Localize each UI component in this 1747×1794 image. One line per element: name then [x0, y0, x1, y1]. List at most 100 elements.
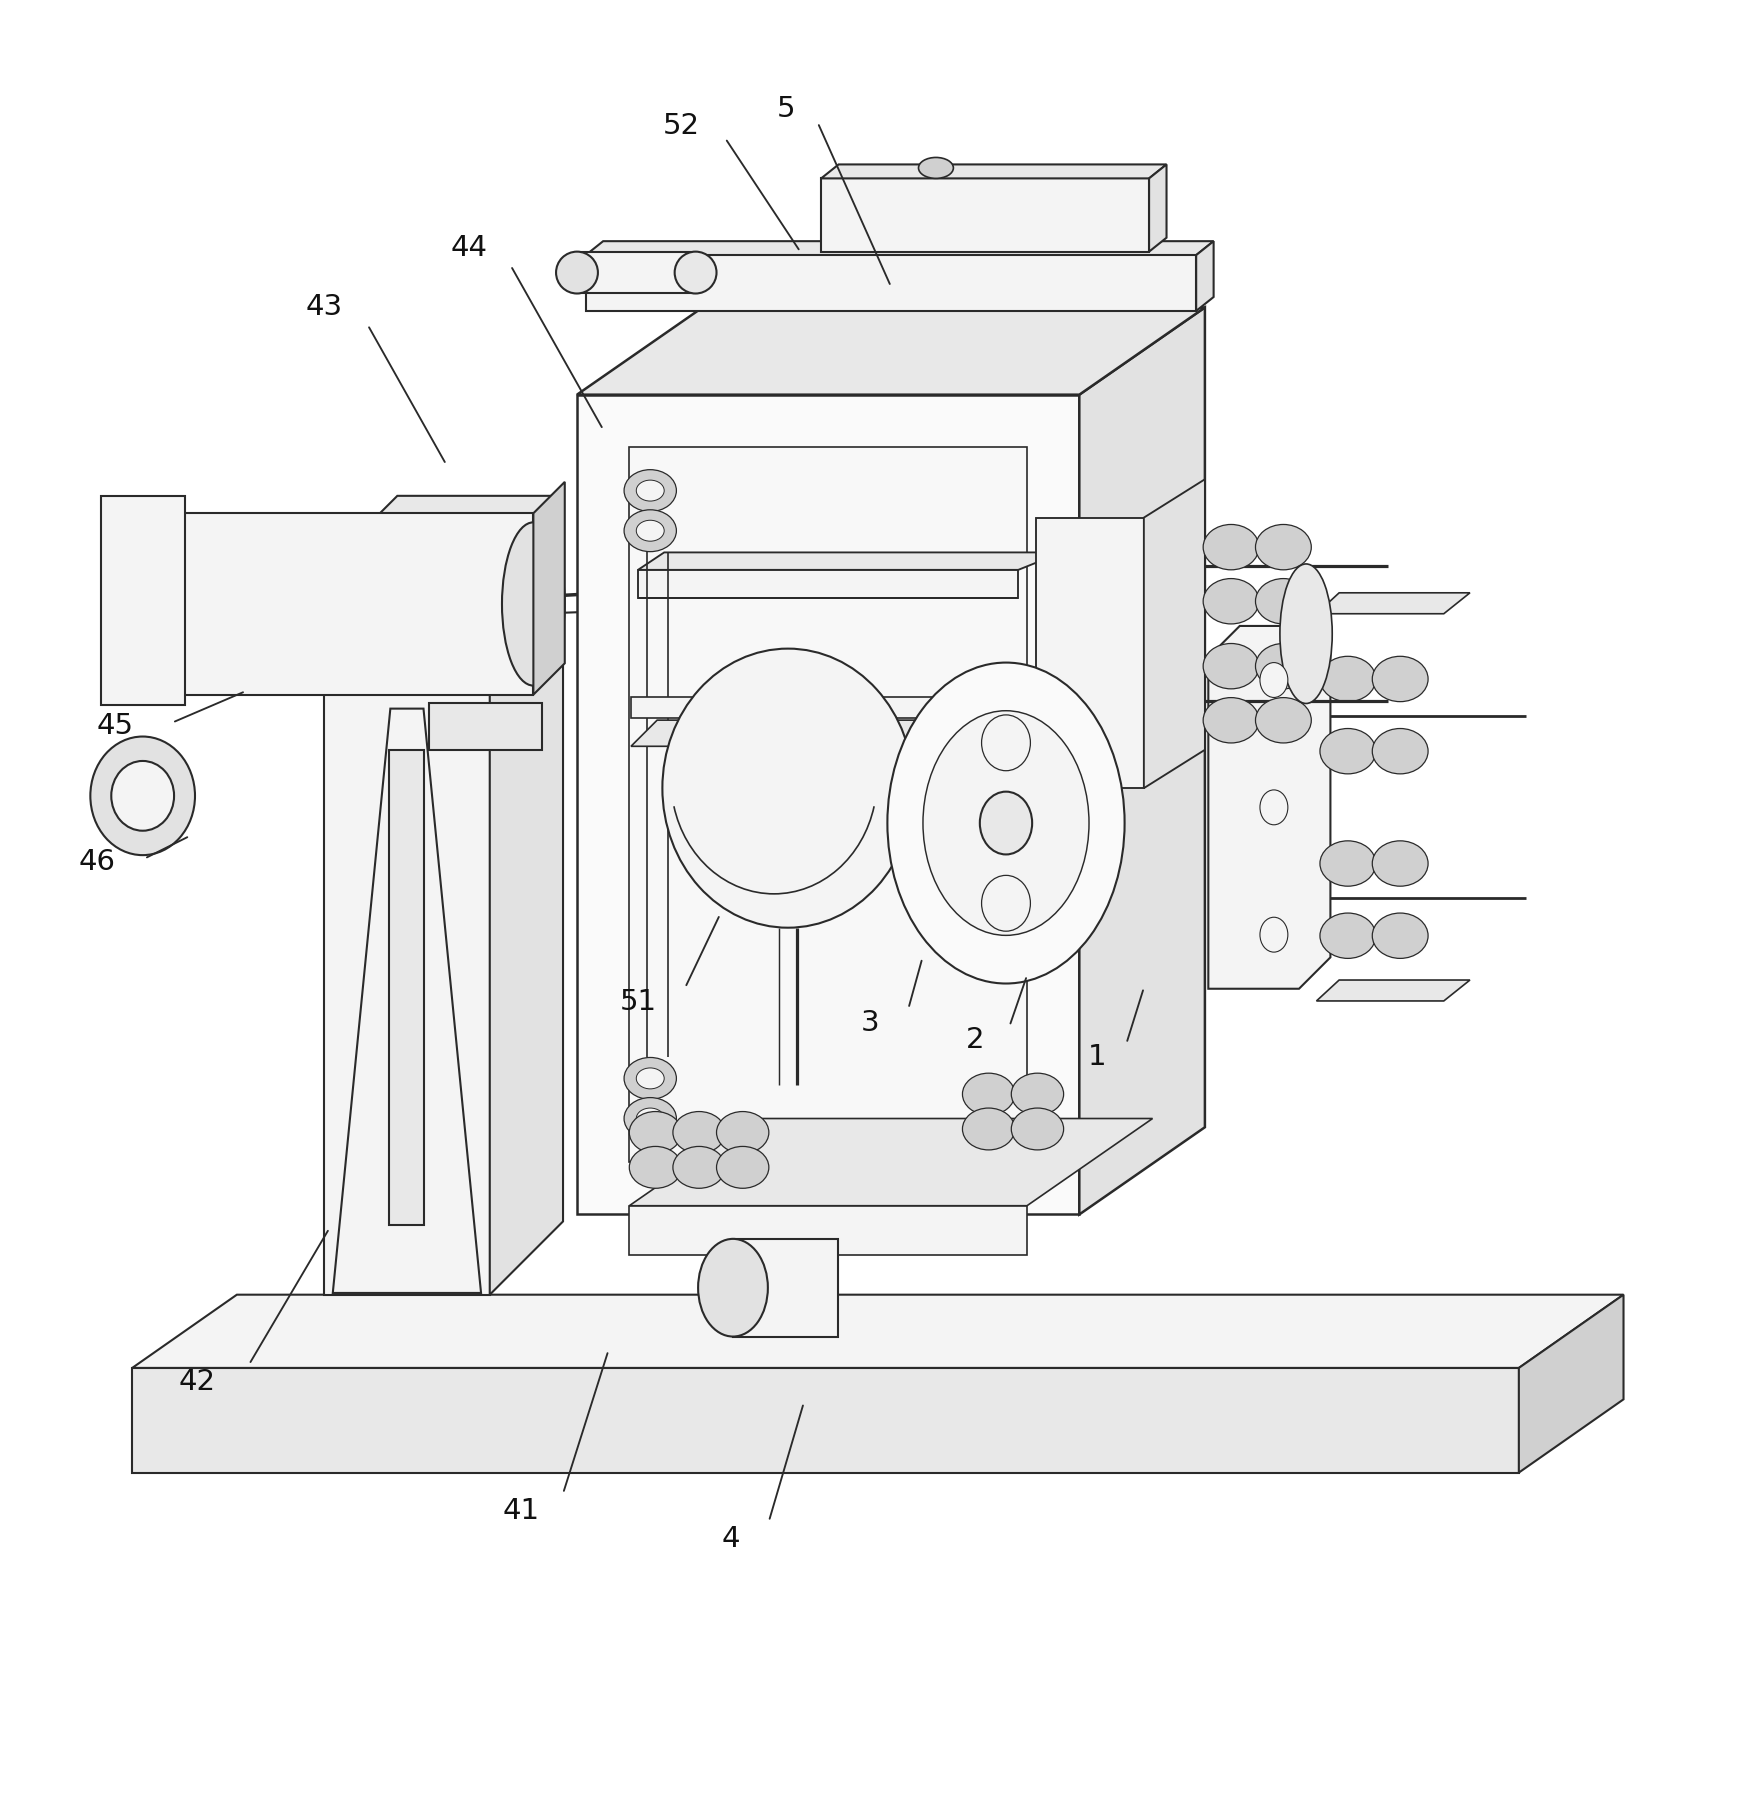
- Polygon shape: [577, 395, 1080, 1215]
- Ellipse shape: [716, 1146, 769, 1188]
- Ellipse shape: [1321, 913, 1377, 958]
- Text: 42: 42: [178, 1367, 215, 1396]
- Text: 51: 51: [620, 988, 657, 1015]
- Ellipse shape: [1012, 1109, 1064, 1150]
- Text: 5: 5: [777, 95, 795, 122]
- Ellipse shape: [1204, 698, 1260, 743]
- Text: 45: 45: [96, 712, 133, 741]
- Ellipse shape: [980, 791, 1032, 854]
- Ellipse shape: [922, 710, 1088, 935]
- Ellipse shape: [1321, 841, 1377, 886]
- Text: 1: 1: [1087, 1044, 1106, 1071]
- Ellipse shape: [1373, 841, 1427, 886]
- Polygon shape: [1150, 165, 1167, 251]
- Ellipse shape: [1204, 644, 1260, 689]
- Polygon shape: [390, 750, 425, 1225]
- Text: 44: 44: [451, 235, 487, 262]
- Polygon shape: [638, 570, 1019, 597]
- Ellipse shape: [1204, 524, 1260, 570]
- Polygon shape: [629, 1118, 1153, 1206]
- Ellipse shape: [699, 1240, 769, 1337]
- Polygon shape: [629, 447, 1027, 1163]
- Polygon shape: [1036, 518, 1144, 788]
- Ellipse shape: [1373, 657, 1427, 701]
- Polygon shape: [585, 240, 1214, 255]
- Polygon shape: [428, 703, 542, 750]
- Ellipse shape: [662, 649, 914, 927]
- Ellipse shape: [1281, 563, 1333, 703]
- Text: 52: 52: [664, 111, 701, 140]
- Polygon shape: [1080, 307, 1205, 1215]
- Polygon shape: [332, 709, 480, 1293]
- Ellipse shape: [624, 509, 676, 551]
- Polygon shape: [638, 553, 1062, 570]
- Polygon shape: [133, 1295, 1623, 1369]
- Polygon shape: [734, 1240, 837, 1337]
- Ellipse shape: [674, 251, 716, 294]
- Polygon shape: [821, 165, 1167, 178]
- Ellipse shape: [112, 761, 175, 831]
- Polygon shape: [631, 719, 971, 746]
- Polygon shape: [1144, 479, 1205, 788]
- Polygon shape: [1317, 980, 1469, 1001]
- Ellipse shape: [673, 1146, 725, 1188]
- Ellipse shape: [556, 251, 597, 294]
- Ellipse shape: [963, 1073, 1015, 1116]
- Ellipse shape: [919, 158, 954, 178]
- Text: 3: 3: [861, 1008, 879, 1037]
- Text: 46: 46: [79, 849, 115, 875]
- Text: 4: 4: [722, 1525, 739, 1554]
- Ellipse shape: [673, 1112, 725, 1154]
- Ellipse shape: [1012, 1073, 1064, 1116]
- Ellipse shape: [1256, 698, 1312, 743]
- Ellipse shape: [1260, 662, 1288, 698]
- Ellipse shape: [716, 1112, 769, 1154]
- Ellipse shape: [624, 470, 676, 511]
- Ellipse shape: [636, 1067, 664, 1089]
- Polygon shape: [133, 1369, 1518, 1473]
- Ellipse shape: [1256, 579, 1312, 624]
- Ellipse shape: [1321, 728, 1377, 773]
- Ellipse shape: [1256, 524, 1312, 570]
- Ellipse shape: [636, 1109, 664, 1128]
- Ellipse shape: [982, 875, 1031, 931]
- Polygon shape: [1518, 1295, 1623, 1473]
- Polygon shape: [325, 569, 489, 1295]
- Polygon shape: [577, 307, 1205, 395]
- Polygon shape: [629, 1206, 1027, 1254]
- Ellipse shape: [115, 513, 185, 694]
- Ellipse shape: [1204, 579, 1260, 624]
- Ellipse shape: [629, 1112, 681, 1154]
- Polygon shape: [577, 251, 695, 294]
- Polygon shape: [1317, 592, 1469, 614]
- Polygon shape: [1197, 240, 1214, 310]
- Text: 41: 41: [503, 1496, 540, 1525]
- Ellipse shape: [1373, 913, 1427, 958]
- Polygon shape: [533, 483, 564, 694]
- Polygon shape: [1209, 626, 1331, 988]
- Ellipse shape: [1321, 657, 1377, 701]
- Ellipse shape: [1373, 728, 1427, 773]
- Ellipse shape: [887, 662, 1125, 983]
- Text: 43: 43: [306, 294, 342, 321]
- Ellipse shape: [91, 737, 196, 856]
- Ellipse shape: [982, 714, 1031, 771]
- Polygon shape: [585, 255, 1197, 310]
- Ellipse shape: [1260, 789, 1288, 825]
- Polygon shape: [489, 495, 563, 1295]
- Polygon shape: [631, 698, 945, 718]
- Polygon shape: [101, 495, 185, 705]
- Polygon shape: [150, 513, 533, 694]
- Ellipse shape: [1256, 644, 1312, 689]
- Polygon shape: [325, 495, 563, 569]
- Ellipse shape: [501, 522, 564, 685]
- Ellipse shape: [624, 1057, 676, 1100]
- Ellipse shape: [636, 481, 664, 501]
- Ellipse shape: [963, 1109, 1015, 1150]
- Ellipse shape: [624, 1098, 676, 1139]
- Polygon shape: [821, 178, 1150, 251]
- Ellipse shape: [1260, 917, 1288, 953]
- Ellipse shape: [636, 520, 664, 542]
- Text: 2: 2: [966, 1026, 984, 1055]
- Ellipse shape: [629, 1146, 681, 1188]
